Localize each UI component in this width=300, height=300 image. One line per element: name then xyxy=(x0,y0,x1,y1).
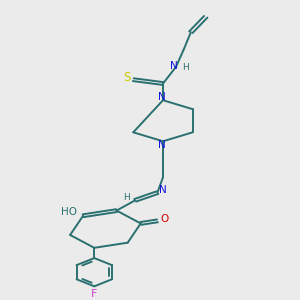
Text: N: N xyxy=(158,140,166,150)
Text: H: H xyxy=(124,193,130,202)
Text: N: N xyxy=(160,184,167,194)
Text: H: H xyxy=(182,63,189,72)
Text: N: N xyxy=(170,61,178,71)
Text: S: S xyxy=(123,70,131,84)
Text: HO: HO xyxy=(61,207,77,217)
Text: N: N xyxy=(158,92,166,102)
Text: F: F xyxy=(91,289,98,298)
Text: O: O xyxy=(160,214,168,224)
